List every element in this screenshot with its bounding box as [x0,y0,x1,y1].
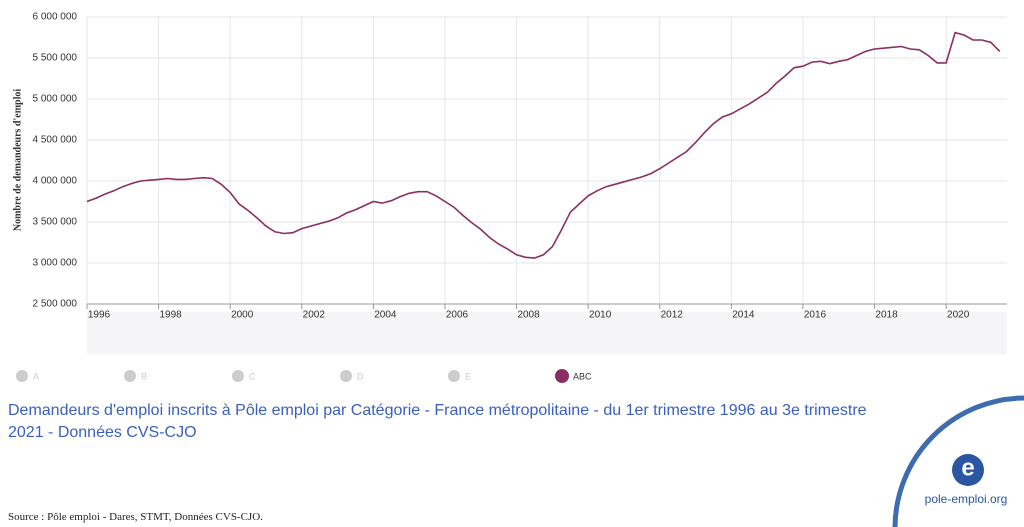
y-tick-label: 4 500 000 [33,135,78,146]
x-tick-label: 2016 [804,310,827,321]
legend-icon[interactable] [340,370,352,382]
logo-text: pole-emploi.org [925,492,1008,506]
legend-label[interactable]: C [249,371,256,381]
x-tick-label: 2010 [589,310,612,321]
legend-label[interactable]: E [465,371,471,381]
logo-circle [952,454,984,486]
x-tick-label: 2012 [661,310,684,321]
legend-icon[interactable] [16,370,28,382]
legend-icon[interactable] [232,370,244,382]
source: Source : Pôle emploi - Dares, STMT, Donn… [8,511,263,523]
y-tick-label: 3 500 000 [33,217,78,228]
caption: Demandeurs d'emploi inscrits à Pôle empl… [8,402,867,441]
x-tick-label: 2008 [517,310,540,321]
legend-icon[interactable] [555,369,569,383]
data-line [86,31,1001,259]
legend-label[interactable]: B [141,371,147,381]
legend-label[interactable]: ABC [573,371,592,381]
y-tick-label: 6 000 000 [33,12,78,23]
x-tick-label: 2002 [303,310,326,321]
y-axis-label: Nombre de demandeurs d'emploi [12,89,23,232]
y-tick-label: 5 000 000 [33,94,78,105]
x-tick-label: 2020 [947,310,970,321]
x-tick-label: 2004 [374,310,397,321]
x-tick-label: 2018 [875,310,898,321]
legend-label[interactable]: A [33,371,39,381]
legend-icon[interactable] [124,370,136,382]
y-tick-label: 4 000 000 [33,176,78,187]
navigator [87,312,1007,354]
x-tick-label: 2000 [231,310,254,321]
x-tick-label: 1996 [88,310,111,321]
legend-icon[interactable] [448,370,460,382]
logo-mark: e [961,454,974,481]
x-tick-label: 2014 [732,310,755,321]
y-tick-label: 2 500 000 [33,299,78,310]
y-tick-label: 3 000 000 [33,258,78,269]
y-tick-label: 5 500 000 [33,53,78,64]
x-tick-label: 1998 [159,310,182,321]
logo-arc [892,395,1024,527]
legend-label[interactable]: D [357,371,364,381]
x-tick-label: 2006 [446,310,469,321]
